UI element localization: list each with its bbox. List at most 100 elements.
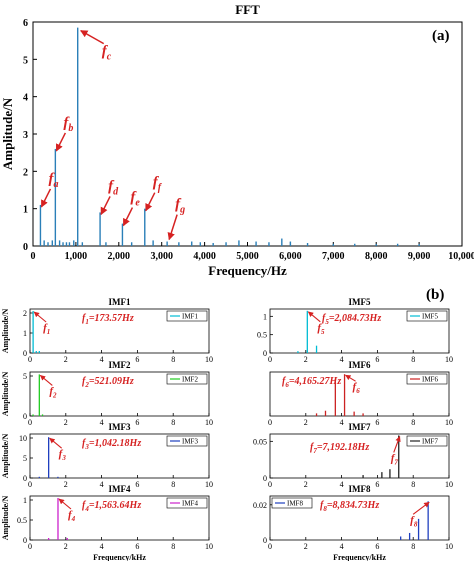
x-tick-label: 7,000: [322, 251, 345, 262]
subplot-frequency-label: f1=173.57Hz: [82, 313, 134, 326]
x-tick-label: 4: [340, 418, 344, 427]
y-tick-label: 0.5: [17, 516, 27, 525]
legend-text: IMF4: [182, 500, 198, 508]
subplot-frame: [29, 308, 210, 354]
x-tick-label: 6: [135, 480, 139, 489]
subplot-peak-label: f8: [410, 514, 418, 528]
subplot-frequency-label: f3=1,042.18Hz: [82, 438, 141, 451]
x-tick-label: 1,000: [65, 251, 88, 262]
y-tick-label: 5: [23, 55, 28, 66]
subplot-peak-arrow: [345, 374, 356, 382]
subplot-title: IMF1: [109, 297, 131, 307]
x-tick-label: 10: [205, 355, 213, 364]
legend-box: [166, 310, 208, 322]
subplot-frame: [269, 433, 450, 479]
y-tick-label: 1: [263, 312, 267, 321]
subplot-frame: [29, 433, 210, 479]
x-tick-label: 4,000: [193, 251, 216, 262]
x-tick-label: 10: [205, 480, 213, 489]
subplot-peak-label: f3: [59, 448, 67, 462]
y-tick-label: 0: [23, 536, 27, 545]
peak-annotation-label: fg: [175, 197, 185, 216]
x-tick-label: 6,000: [279, 251, 302, 262]
x-tick-label: 6: [375, 480, 379, 489]
subplot-peak-label: f2: [49, 385, 57, 399]
peak-annotation-arrow: [145, 192, 156, 212]
legend-text: IMF5: [422, 313, 438, 321]
subplot-y-label: Amplitude/N: [1, 309, 10, 354]
x-tick-label: 10: [205, 542, 213, 551]
panel-a-frame: [32, 21, 463, 247]
y-tick-label: 5: [23, 372, 27, 381]
subplot-frequency-label: f4=1,563.64Hz: [82, 500, 141, 513]
legend-box: [166, 373, 208, 385]
x-tick-label: 4: [340, 480, 344, 489]
y-tick-label: 0: [23, 349, 27, 358]
x-tick-label: 6: [375, 355, 379, 364]
subplot-frequency-label: f5=2,084.73Hz: [322, 313, 381, 326]
x-tick-label: 10: [445, 542, 453, 551]
peak-annotation-label: fc: [102, 44, 112, 63]
subplot-imf1: IMF1 0 1 2 0 2 4 6 8 10 Amplitude/N IMF1 f1=173.57Hz…: [1, 297, 213, 364]
x-tick-label: 2: [64, 355, 68, 364]
subplot-frequency-label: f8=8,834.73Hz: [320, 500, 379, 513]
subplot-peak-arrow: [393, 435, 401, 453]
x-tick-label: 2,000: [108, 251, 131, 262]
subplot-title: IMF6: [349, 360, 371, 370]
subplot-imf8: IMF8 0 0.02 0 2 4 6 8 10 Frequency/kHz IMF8 f8=8,83…: [253, 484, 453, 561]
y-tick-label: 0: [23, 242, 28, 253]
subplot-frame: [269, 371, 450, 417]
x-tick-label: 8: [171, 542, 175, 551]
subplot-peak-arrow: [49, 437, 63, 449]
x-tick-label: 2: [64, 418, 68, 427]
x-tick-label: 3,000: [150, 251, 173, 262]
subplot-peak-label: f4: [68, 509, 76, 523]
x-tick-label: 5,000: [236, 251, 259, 262]
subplot-frame: [29, 495, 210, 541]
y-tick-label: 1: [23, 205, 28, 216]
x-tick-label: 8: [411, 480, 415, 489]
panel-b-tag: (b): [426, 287, 444, 303]
subplot-frequency-label: f2=521.09Hz: [82, 376, 134, 389]
x-tick-label: 0: [28, 355, 32, 364]
subplot-title: IMF5: [349, 297, 371, 307]
subplot-y-label: Amplitude/N: [1, 434, 10, 479]
peak-annotation-arrow: [167, 214, 178, 241]
legend-box: [406, 373, 448, 385]
subplot-frequency-label: f6=4,165.27Hz: [282, 376, 341, 389]
subplot-peak-arrow: [39, 374, 53, 386]
legend-box: [271, 497, 313, 509]
x-tick-label: 8: [171, 418, 175, 427]
x-tick-label: 6: [375, 418, 379, 427]
x-tick-label: 6: [135, 542, 139, 551]
y-tick-label: 0: [263, 474, 267, 483]
legend-text: IMF8: [287, 500, 303, 508]
legend-box: [406, 310, 448, 322]
subplot-title: IMF3: [109, 422, 131, 432]
x-tick-label: 6: [135, 355, 139, 364]
subplot-peak-arrow: [307, 311, 321, 323]
peak-annotation-label: fe: [130, 190, 140, 209]
peak-annotation-label: fd: [108, 178, 119, 197]
y-tick-label: 0: [263, 536, 267, 545]
subplot-imf2: IMF2 0 5 0 2 4 6 8 10 Amplitude/N IMF2 f2=521.09Hz f…: [1, 360, 213, 427]
x-tick-label: 10: [445, 418, 453, 427]
peak-annotation-arrow: [40, 188, 52, 208]
legend-text: IMF6: [422, 376, 438, 384]
subplot-peak-label: f6: [353, 381, 361, 395]
subplot-frame: [269, 308, 450, 354]
y-tick-label: 1: [23, 329, 27, 338]
x-axis-label: Frequency/Hz: [208, 263, 287, 278]
y-tick-label: 10: [19, 434, 27, 443]
peak-annotation-arrow: [122, 207, 134, 227]
subplot-peak-arrow: [33, 311, 47, 323]
panel-a-tag: (a): [432, 28, 450, 44]
subplot-imf7: IMF7 0 0.05 0 2 4 6 8 10 IMF7 f7=7,192.18Hz f7: [253, 422, 453, 489]
y-tick-label: 0: [23, 412, 27, 421]
x-tick-label: 4: [100, 542, 104, 551]
x-tick-label: 2: [64, 542, 68, 551]
x-tick-label: 8: [411, 542, 415, 551]
subplot-title: IMF2: [109, 360, 131, 370]
